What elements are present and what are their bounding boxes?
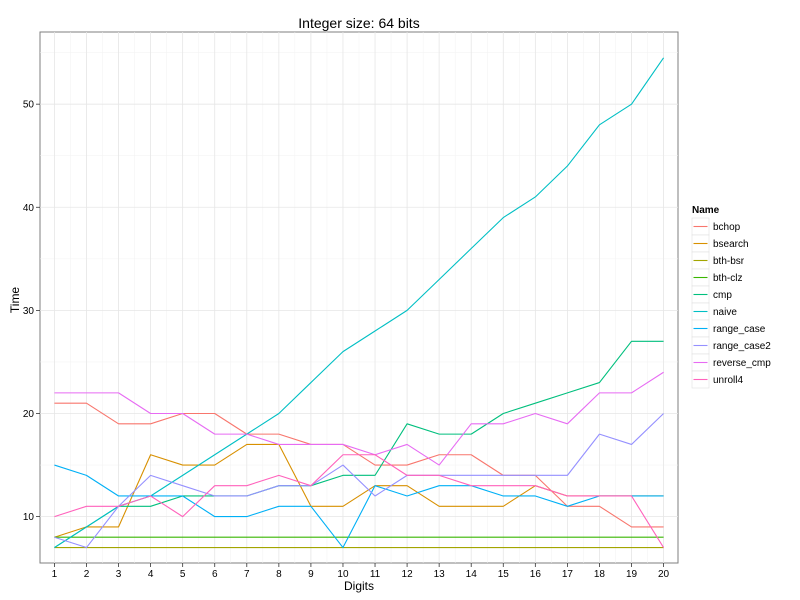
x-tick-label: 18 (594, 569, 606, 580)
y-tick-label: 30 (23, 306, 35, 317)
legend-label: bth-clz (713, 273, 742, 284)
series-line-range-case2 (54, 413, 664, 549)
x-tick-label: 5 (180, 569, 186, 580)
series-line-naive (54, 57, 665, 548)
x-tick-label: 14 (466, 569, 478, 580)
legend-label: bchop (713, 222, 741, 233)
x-tick-label: 12 (402, 569, 414, 580)
series-lines (54, 57, 665, 549)
x-tick-label: 15 (498, 569, 510, 580)
chart-title: Integer size: 64 bits (298, 15, 419, 31)
y-axis-ticks: 10 20 30 40 50 (23, 100, 40, 523)
legend-label: cmp (713, 290, 732, 301)
x-tick-label: 13 (434, 569, 446, 580)
y-tick-label: 50 (23, 100, 35, 111)
x-tick-label: 3 (116, 569, 122, 580)
x-tick-label: 10 (337, 569, 349, 580)
y-axis-label: Time (8, 287, 22, 314)
legend-label: range_case (713, 324, 766, 335)
x-tick-label: 8 (276, 569, 282, 580)
x-axis-ticks: 1 2 3 4 5 6 7 8 9 10 11 12 13 14 15 16 17 18 19 20 (52, 563, 670, 580)
x-tick-label: 6 (212, 569, 218, 580)
legend-title: Name (692, 205, 720, 216)
legend-label: bsearch (713, 239, 749, 250)
legend: Name bchop bsearch bth-bsr bth-clz cmp naive r… (691, 205, 771, 389)
y-tick-label: 40 (23, 203, 35, 214)
legend-label: unroll4 (713, 375, 743, 386)
series-line-reverse-cmp (54, 371, 664, 466)
x-tick-label: 11 (370, 569, 381, 580)
x-tick-label: 20 (658, 569, 670, 580)
x-tick-label: 9 (308, 569, 314, 580)
x-tick-label: 7 (244, 569, 250, 580)
series-line-unroll4 (54, 454, 665, 548)
x-tick-label: 1 (52, 569, 58, 580)
grid-lines (40, 32, 678, 563)
legend-label: range_case2 (713, 341, 771, 352)
legend-label: reverse_cmp (713, 358, 771, 369)
series-line-range-case (54, 464, 664, 549)
x-tick-label: 19 (626, 569, 638, 580)
x-tick-label: 4 (148, 569, 154, 580)
x-tick-label: 2 (84, 569, 90, 580)
x-tick-label: 16 (530, 569, 542, 580)
x-axis-label: Digits (344, 579, 374, 593)
x-tick-label: 17 (562, 569, 574, 580)
y-tick-label: 20 (23, 409, 35, 420)
legend-label: naive (713, 307, 737, 318)
legend-label: bth-bsr (713, 256, 745, 267)
y-tick-label: 10 (23, 512, 35, 523)
series-line-cmp (54, 340, 664, 548)
